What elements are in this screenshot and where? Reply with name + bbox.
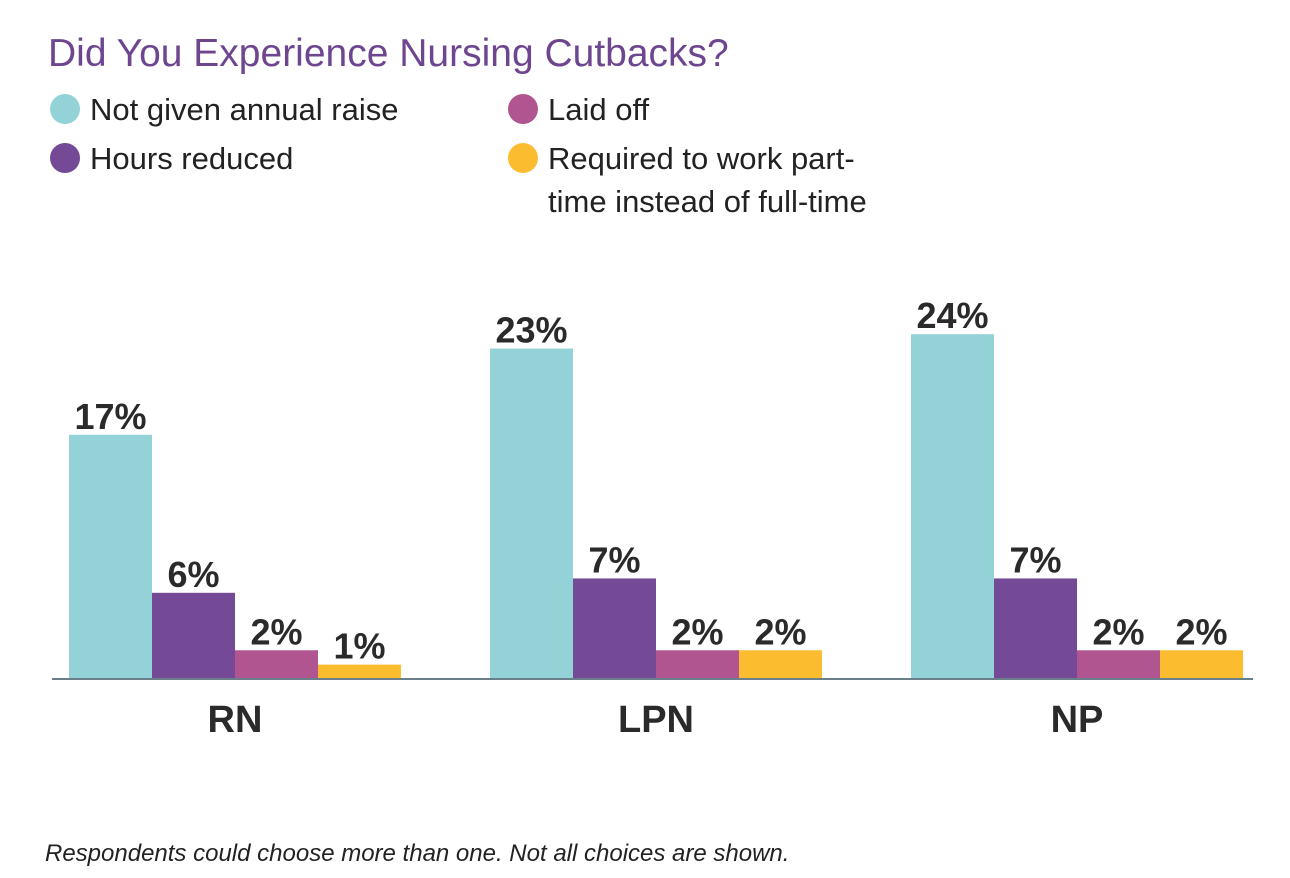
legend-label: Not given annual raise bbox=[90, 92, 399, 127]
value-label: 7% bbox=[1009, 539, 1061, 580]
bar bbox=[1160, 650, 1243, 679]
legend-label: Required to work part-time instead of fu… bbox=[548, 141, 867, 219]
bar bbox=[573, 578, 656, 679]
bar bbox=[235, 650, 318, 679]
footnote: Respondents could choose more than one. … bbox=[45, 840, 790, 867]
value-label: 2% bbox=[754, 611, 806, 652]
value-label: 2% bbox=[1092, 611, 1144, 652]
value-label: 17% bbox=[74, 396, 146, 437]
bar bbox=[152, 592, 235, 679]
x-tick-label: LPN bbox=[618, 699, 694, 741]
legend-item: Laid off bbox=[508, 88, 908, 131]
bar bbox=[69, 434, 152, 679]
value-label: 1% bbox=[333, 626, 385, 667]
legend-item: Required to work part-time instead of fu… bbox=[508, 137, 908, 223]
legend-swatch bbox=[50, 143, 80, 173]
bar bbox=[911, 334, 994, 679]
value-label: 24% bbox=[916, 295, 988, 336]
x-tick-label: RN bbox=[208, 699, 263, 741]
legend-label: Laid off bbox=[548, 92, 650, 127]
legend: Not given annual raise Hours reduced Laid … bbox=[50, 88, 908, 223]
legend-swatch bbox=[50, 94, 80, 124]
value-label: 23% bbox=[495, 310, 567, 351]
bar bbox=[318, 664, 401, 679]
chart-title: Did You Experience Nursing Cutbacks? bbox=[48, 32, 729, 75]
legend-label: Hours reduced bbox=[90, 141, 294, 176]
bar bbox=[656, 650, 739, 679]
value-label: 2% bbox=[250, 611, 302, 652]
legend-item: Not given annual raise bbox=[50, 88, 508, 131]
bar bbox=[490, 348, 573, 679]
bar bbox=[739, 650, 822, 679]
bar bbox=[994, 578, 1077, 679]
legend-swatch bbox=[508, 143, 538, 173]
value-label: 6% bbox=[167, 554, 219, 595]
x-tick-label: NP bbox=[1051, 699, 1104, 741]
legend-swatch bbox=[508, 94, 538, 124]
value-label: 2% bbox=[671, 611, 723, 652]
bar bbox=[1077, 650, 1160, 679]
value-label: 7% bbox=[588, 539, 640, 580]
value-label: 2% bbox=[1175, 611, 1227, 652]
legend-item: Hours reduced bbox=[50, 137, 508, 223]
